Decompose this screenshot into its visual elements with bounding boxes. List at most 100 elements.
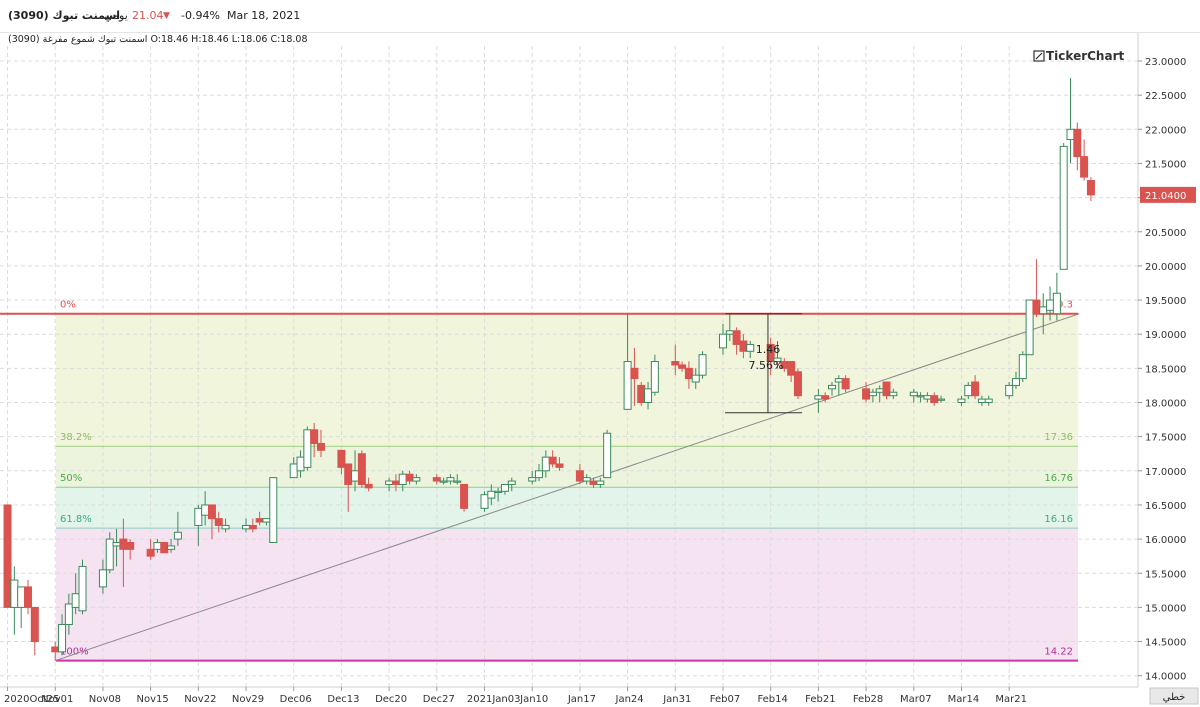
candle[interactable] <box>548 450 557 468</box>
candle[interactable] <box>78 559 87 615</box>
candle[interactable] <box>773 341 782 369</box>
candle[interactable] <box>30 606 39 656</box>
candle[interactable] <box>303 426 312 471</box>
candle[interactable] <box>691 368 700 389</box>
candle[interactable] <box>214 511 223 533</box>
candle[interactable] <box>23 580 32 615</box>
candle[interactable] <box>828 382 837 396</box>
candle[interactable] <box>698 351 707 379</box>
candle[interactable] <box>1052 272 1061 321</box>
scale-toggle[interactable]: خطي <box>1149 687 1199 705</box>
candle[interactable] <box>535 463 544 482</box>
trend-line[interactable] <box>55 313 1080 662</box>
candle[interactable] <box>630 347 639 406</box>
candle[interactable] <box>446 474 455 485</box>
candle[interactable] <box>637 382 646 406</box>
candle[interactable] <box>500 483 509 495</box>
candle[interactable] <box>337 449 346 475</box>
candle[interactable] <box>58 614 67 656</box>
candle[interactable] <box>3 504 12 608</box>
candle-body <box>71 593 80 608</box>
candle[interactable] <box>909 388 918 403</box>
candle[interactable] <box>1005 382 1014 400</box>
candle[interactable] <box>1025 299 1034 356</box>
candle-body <box>296 456 305 472</box>
candle[interactable] <box>1080 139 1089 181</box>
candle[interactable] <box>971 375 980 400</box>
candle[interactable] <box>453 474 462 485</box>
candle[interactable] <box>98 559 107 594</box>
candle[interactable] <box>364 477 373 492</box>
candle[interactable] <box>1011 371 1020 389</box>
candle[interactable] <box>937 395 946 403</box>
candle-body <box>98 569 107 588</box>
candle[interactable] <box>671 344 680 376</box>
candle[interactable] <box>650 354 659 396</box>
candle[interactable] <box>105 532 114 574</box>
measure-tool[interactable]: 1.46 7.56% <box>725 313 803 414</box>
candle[interactable] <box>582 474 591 485</box>
candle[interactable] <box>173 511 182 546</box>
candle-body <box>821 395 830 400</box>
candle[interactable] <box>889 388 898 400</box>
candle[interactable] <box>603 429 612 479</box>
candle[interactable] <box>732 327 741 355</box>
y-tick-label: 16.5000 <box>1145 501 1186 512</box>
candle[interactable] <box>126 539 135 560</box>
candle[interactable] <box>160 542 169 554</box>
candle[interactable] <box>487 484 496 505</box>
candle[interactable] <box>841 375 850 393</box>
candle[interactable] <box>494 487 503 502</box>
candle[interactable] <box>984 395 993 406</box>
candle[interactable] <box>1073 122 1082 171</box>
candle[interactable] <box>480 491 489 512</box>
candle[interactable] <box>575 463 584 485</box>
candle[interactable] <box>310 422 319 458</box>
candle-body <box>671 361 680 366</box>
y-tick-label: 19.5000 <box>1145 296 1186 307</box>
candle[interactable] <box>793 368 802 400</box>
candle[interactable] <box>167 539 176 553</box>
candle[interactable] <box>746 341 755 359</box>
candle-body <box>432 477 441 482</box>
candle[interactable] <box>64 593 73 635</box>
candle[interactable] <box>1059 142 1068 270</box>
candle-body <box>487 490 496 499</box>
period-label[interactable]: يومي <box>104 9 128 22</box>
candle[interactable] <box>221 518 230 533</box>
candle[interactable] <box>146 539 155 560</box>
candle[interactable] <box>412 474 421 485</box>
symbol-name[interactable]: (3090) اسمنت تبوك <box>8 9 121 22</box>
candle[interactable] <box>528 470 537 485</box>
candlestick-series <box>3 78 1095 661</box>
candle[interactable] <box>555 457 564 471</box>
candle[interactable] <box>882 381 891 400</box>
candle[interactable] <box>718 323 727 355</box>
fib-value-label: 16.76 <box>1044 473 1073 484</box>
candle[interactable] <box>507 477 516 492</box>
candle[interactable] <box>678 361 687 372</box>
candle[interactable] <box>766 337 775 376</box>
candle[interactable] <box>787 361 796 383</box>
candle[interactable] <box>644 382 653 410</box>
candle[interactable] <box>460 483 469 512</box>
candle[interactable] <box>248 518 257 533</box>
candle[interactable] <box>439 477 448 485</box>
candle[interactable] <box>684 361 693 389</box>
candle[interactable] <box>432 474 441 485</box>
candle[interactable] <box>316 429 325 458</box>
candle[interactable] <box>194 504 203 546</box>
candle[interactable] <box>1086 177 1095 202</box>
candle[interactable] <box>821 392 830 403</box>
candle[interactable] <box>207 504 216 540</box>
candle[interactable] <box>1018 351 1027 383</box>
candle[interactable] <box>269 477 278 544</box>
candle[interactable] <box>868 388 877 403</box>
candle[interactable] <box>596 477 605 488</box>
candle[interactable] <box>623 313 632 410</box>
candle-body <box>644 388 653 403</box>
candle[interactable] <box>357 450 366 488</box>
candle[interactable] <box>957 395 966 406</box>
x-tick-label: Dec13 <box>327 694 359 705</box>
